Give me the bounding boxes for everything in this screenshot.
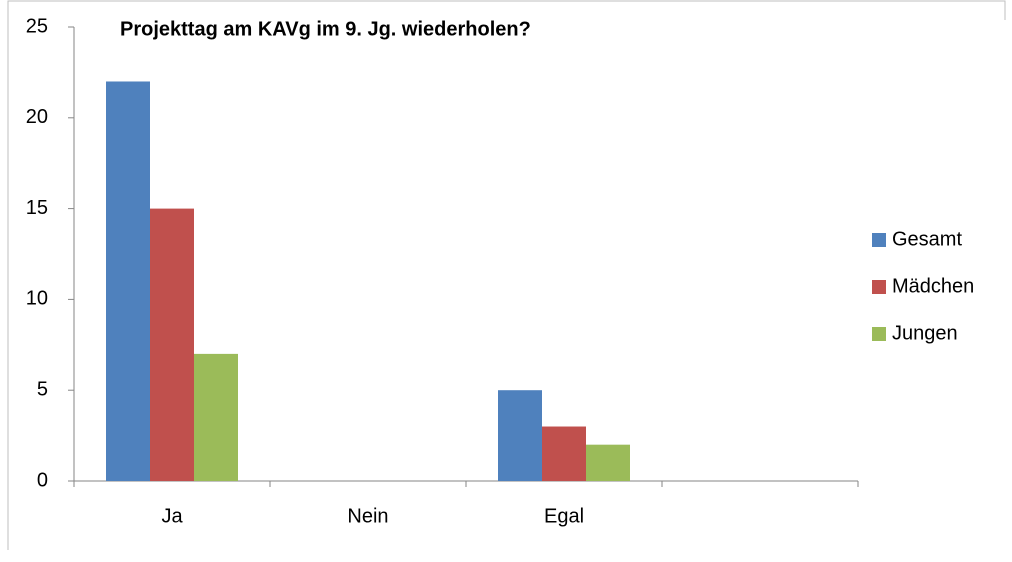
legend-label: Mädchen <box>892 275 974 297</box>
bar <box>498 390 542 481</box>
y-tick-label: 10 <box>26 288 48 310</box>
bar <box>106 81 150 481</box>
legend-swatch <box>872 280 886 294</box>
legend-label: Gesamt <box>892 228 962 250</box>
bar <box>542 426 586 481</box>
x-tick-label: Ja <box>161 505 183 527</box>
y-tick-label: 15 <box>26 197 48 219</box>
bar <box>150 208 194 481</box>
chart-frame <box>7 0 1006 550</box>
bar <box>194 353 238 481</box>
y-tick-label: 5 <box>37 378 48 400</box>
legend-label: Jungen <box>892 322 958 344</box>
y-tick-label: 25 <box>26 15 48 37</box>
chart-title: Projekttag am KAVg im 9. Jg. wiederholen… <box>120 18 531 40</box>
x-tick-label: Egal <box>544 505 584 527</box>
y-tick-label: 20 <box>26 106 48 128</box>
legend-swatch <box>872 327 886 341</box>
bar <box>586 444 630 481</box>
legend-swatch <box>872 233 886 247</box>
x-tick-label: Nein <box>347 505 388 527</box>
y-tick-label: 0 <box>37 469 48 491</box>
